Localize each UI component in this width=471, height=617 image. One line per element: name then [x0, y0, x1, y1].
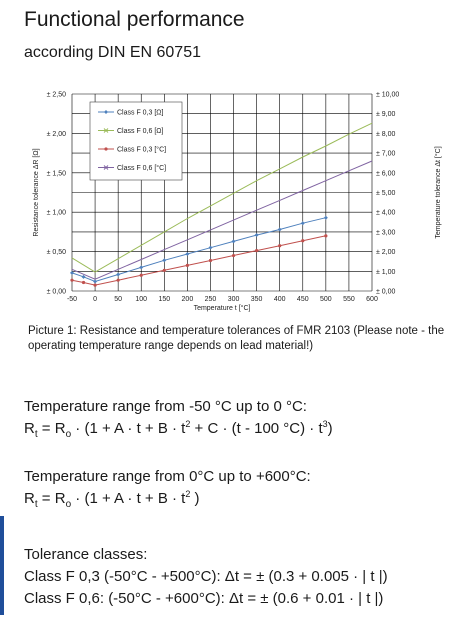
y-tick-label: ± 2,00	[47, 131, 67, 138]
x-tick-label: 50	[114, 296, 122, 303]
x-axis-label: Temperature t [°C]	[194, 304, 251, 312]
y2-tick-label: ± 2,00	[376, 249, 396, 256]
series-point	[70, 278, 74, 282]
series-point	[81, 274, 86, 279]
series-point	[231, 253, 236, 258]
y2-tick-label: ± 8,00	[376, 131, 396, 138]
series-point	[93, 283, 97, 287]
y2-tick-label: ± 1,00	[376, 269, 396, 276]
tolerance-section: Tolerance classes: Class F 0,3 (-50°C - …	[24, 544, 388, 610]
x-tick-label: 200	[182, 296, 194, 303]
series-line	[71, 235, 326, 286]
section-accent-bar	[0, 516, 4, 615]
y-tick-label: ± 0,00	[47, 289, 67, 296]
x-tick-label: 250	[205, 296, 217, 303]
range2-formula: Rt = Ro · (1 + A · t + B · t2 )	[24, 489, 200, 510]
x-tick-label: 500	[320, 296, 332, 303]
y2-axis-label: Temperature tolerance Δt [°C]	[434, 146, 442, 238]
tolerance-class-f06: Class F 0,6: (-50°C - +600°C): Δt = ± (0…	[24, 590, 384, 607]
series-point	[278, 244, 282, 248]
tolerance-class-f03: Class F 0,3 (-50°C - +500°C): Δt = ± (0.…	[24, 568, 388, 585]
figure-caption: Picture 1: Resistance and temperature to…	[28, 325, 445, 352]
series-point	[162, 258, 167, 263]
y2-tick-label: ± 0,00	[376, 289, 396, 296]
series-point	[139, 273, 143, 277]
chart-grid	[71, 93, 373, 292]
series-point	[208, 258, 213, 263]
x-tick-label: 600	[366, 296, 378, 303]
series-point	[300, 221, 305, 226]
chart-series	[70, 122, 373, 287]
series-point	[185, 251, 190, 256]
legend-marker	[104, 110, 108, 114]
legend-marker	[103, 165, 109, 170]
series-point	[208, 245, 213, 250]
series-point	[323, 215, 328, 220]
series-point	[185, 263, 189, 267]
series-point	[301, 239, 305, 243]
legend-marker	[103, 128, 109, 133]
page-subtitle: according DIN EN 60751	[24, 44, 201, 61]
x-tick-label: 150	[158, 296, 170, 303]
series-point	[116, 272, 121, 277]
x-tick-label: 450	[297, 296, 309, 303]
y2-tick-label: ± 9,00	[376, 111, 396, 118]
y2-tick-label: ± 4,00	[376, 210, 396, 217]
x-tick-label: 400	[274, 296, 286, 303]
tolerance-chart: Class F 0,3 [Ω] Class F 0,6 [Ω] Class F 0,…	[33, 92, 442, 313]
range1-title: Temperature range from -50 °C up to 0 °C…	[24, 398, 307, 415]
range1-formula: Rt = Ro · (1 + A · t + B · t2 + C · (t -…	[24, 419, 333, 440]
y-tick-label: ± 1,50	[47, 170, 67, 177]
y2-tick-label: ± 5,00	[376, 190, 396, 197]
legend-label: Class F 0,3 [Ω]	[117, 110, 164, 117]
x-tick-label: 550	[343, 296, 355, 303]
y-tick-label: ± 1,00	[47, 210, 67, 217]
range2-section: Temperature range from 0°C up to +600°C:…	[24, 466, 311, 510]
legend-label: Class F 0,3 [°C]	[117, 146, 166, 154]
legend-label: Class F 0,6 [Ω]	[117, 128, 164, 135]
y-tick-label: ± 2,50	[47, 92, 67, 99]
chart-axes: -50 0 50 100 150 200 250 300 350 400 450 500 550 600±…	[33, 92, 442, 313]
x-tick-label: 350	[251, 296, 263, 303]
series-point	[254, 233, 259, 238]
series-point	[255, 249, 259, 253]
x-tick-label: 100	[135, 296, 147, 303]
x-tick-label: 0	[93, 296, 97, 303]
legend-label: Class F 0,6 [°C]	[117, 164, 166, 172]
y-tick-label: ± 0,50	[47, 249, 67, 256]
series-point	[162, 268, 166, 272]
series-point	[139, 265, 144, 270]
series-point	[231, 239, 236, 244]
series-point	[324, 234, 328, 238]
x-tick-label: 300	[228, 296, 240, 303]
y2-tick-label: ± 7,00	[376, 151, 396, 158]
y2-tick-label: ± 6,00	[376, 170, 396, 177]
series-point	[277, 227, 282, 232]
x-tick-label: -50	[67, 296, 77, 303]
range2-title: Temperature range from 0°C up to +600°C:	[24, 468, 311, 485]
y-axis-label: Resistance tolerance ΔR [Ω]	[33, 148, 40, 236]
series-line	[71, 160, 373, 280]
series-point	[116, 278, 120, 282]
series-line	[71, 217, 326, 283]
series-point	[93, 279, 98, 284]
legend-marker	[104, 147, 108, 151]
y2-tick-label: ± 10,00	[376, 92, 399, 99]
range1-section: Temperature range from -50 °C up to 0 °C…	[24, 396, 333, 440]
series-point	[70, 270, 74, 275]
tolerance-title: Tolerance classes:	[24, 546, 148, 563]
page-title: Functional performance	[24, 8, 245, 31]
y2-tick-label: ± 3,00	[376, 229, 396, 236]
series-line	[71, 122, 373, 273]
series-point	[81, 280, 86, 285]
chart-legend: Class F 0,3 [Ω] Class F 0,6 [Ω] Class F 0,…	[89, 101, 183, 181]
